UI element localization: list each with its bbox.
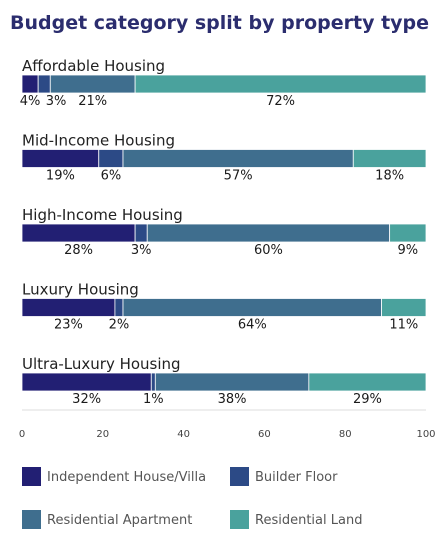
value-label: 9% xyxy=(398,243,419,258)
legend-item: Residential Land xyxy=(230,510,362,529)
legend-swatch xyxy=(22,467,41,486)
bar-segment xyxy=(114,298,124,317)
value-label: 3% xyxy=(46,94,67,109)
value-label: 28% xyxy=(64,243,93,258)
chart-rows: Affordable Housing 4% 3% 21% 72% Mid-Income H… xyxy=(20,57,427,407)
value-label: 1% xyxy=(143,392,164,407)
bar-segment xyxy=(122,149,354,168)
legend-swatch xyxy=(22,510,41,529)
category-row: Mid-Income Housing 19% 6% 57% 18% xyxy=(21,132,427,184)
legend-label: Independent House/Villa xyxy=(47,470,206,485)
value-label: 11% xyxy=(389,318,418,333)
bar-segment xyxy=(134,74,427,94)
bar-segment xyxy=(122,298,382,317)
legend-label: Residential Apartment xyxy=(47,513,192,528)
category-row: High-Income Housing 28% 3% 60% 9% xyxy=(21,206,427,258)
value-label: 4% xyxy=(20,94,41,109)
x-tick-label: 40 xyxy=(177,429,190,440)
value-label: 21% xyxy=(78,94,107,109)
legend: Independent House/Villa Builder Floor Resi… xyxy=(22,467,362,529)
legend-item: Independent House/Villa xyxy=(22,467,206,486)
bar-segment xyxy=(154,372,310,392)
value-label: 3% xyxy=(131,243,152,258)
category-label: Luxury Housing xyxy=(22,281,139,299)
category-row: Affordable Housing 4% 3% 21% 72% xyxy=(20,57,427,109)
value-label: 29% xyxy=(353,392,382,407)
x-tick-label: 20 xyxy=(96,429,109,440)
x-tick-label: 60 xyxy=(258,429,271,440)
value-label: 32% xyxy=(72,392,101,407)
bar-segment xyxy=(49,74,136,94)
bar-segment xyxy=(134,223,148,243)
value-label: 18% xyxy=(375,169,404,184)
bar-segment xyxy=(21,298,116,317)
x-tick-label: 100 xyxy=(416,429,435,440)
bar-segment xyxy=(21,74,39,94)
bar-segment xyxy=(21,372,152,392)
value-label: 60% xyxy=(254,243,283,258)
bar-segment xyxy=(381,298,427,317)
bar-segment xyxy=(150,372,156,392)
value-label: 19% xyxy=(46,169,75,184)
bar-segment xyxy=(21,223,136,243)
bar-segment xyxy=(98,149,124,168)
value-label: 57% xyxy=(224,169,253,184)
value-label: 64% xyxy=(238,318,267,333)
bar-segment xyxy=(21,149,100,168)
bar-segment xyxy=(146,223,391,243)
legend-label: Builder Floor xyxy=(255,470,338,485)
category-label: High-Income Housing xyxy=(22,206,183,224)
x-axis-ticks: 0 20 40 60 80 100 xyxy=(19,429,436,440)
x-tick-label: 80 xyxy=(339,429,352,440)
category-label: Mid-Income Housing xyxy=(22,132,175,150)
legend-swatch xyxy=(230,467,249,486)
category-label: Affordable Housing xyxy=(22,57,165,75)
bar-segment xyxy=(37,74,51,94)
bar-segment xyxy=(352,149,427,168)
value-label: 72% xyxy=(266,94,295,109)
bar-segment xyxy=(308,372,427,392)
legend-item: Residential Apartment xyxy=(22,510,192,529)
value-label: 38% xyxy=(218,392,247,407)
x-tick-label: 0 xyxy=(19,429,25,440)
legend-swatch xyxy=(230,510,249,529)
bar-segment xyxy=(389,223,427,243)
chart-title: Budget category split by property type xyxy=(10,12,429,34)
value-label: 6% xyxy=(101,169,122,184)
value-label: 23% xyxy=(54,318,83,333)
category-row: Ultra-Luxury Housing 32% 1% 38% 29% xyxy=(21,355,427,407)
legend-label: Residential Land xyxy=(255,513,362,528)
category-label: Ultra-Luxury Housing xyxy=(22,355,181,373)
legend-item: Builder Floor xyxy=(230,467,338,486)
category-row: Luxury Housing 23% 2% 64% 11% xyxy=(21,281,427,333)
value-label: 2% xyxy=(109,318,130,333)
